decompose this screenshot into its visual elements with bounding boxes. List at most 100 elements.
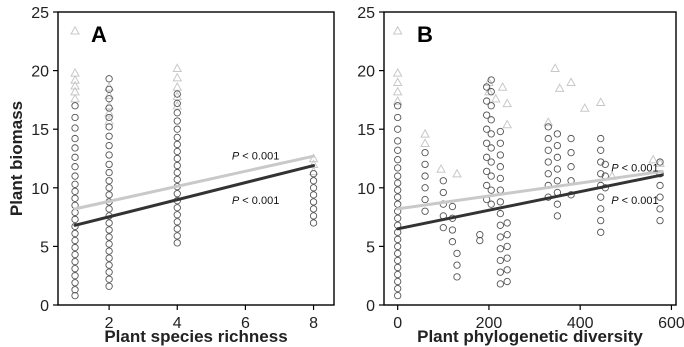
data-point-triangle [392, 77, 403, 87]
data-point-triangle [70, 80, 80, 90]
y-axis-label: Plant biomass [7, 101, 26, 216]
data-point-circle [394, 291, 402, 300]
data-point-circle [394, 214, 402, 222]
data-point-circle [309, 191, 318, 199]
fit-line [396, 173, 664, 231]
data-point-circle [71, 144, 79, 152]
data-point-triangle [70, 93, 80, 103]
data-point-circle [105, 160, 113, 169]
y-tick-label: 25 [357, 5, 375, 22]
data-point-triangle [554, 83, 565, 92]
data-point-circle [503, 266, 511, 274]
data-point-circle [496, 186, 504, 194]
data-point-circle [394, 249, 402, 258]
data-point-circle [394, 235, 402, 244]
y-tick-label: 5 [40, 239, 49, 256]
data-point-circle [105, 151, 113, 159]
data-point-triangle [172, 72, 183, 82]
plot-frame [383, 11, 677, 306]
data-point-circle [567, 134, 575, 143]
data-point-circle [483, 125, 491, 133]
data-point-circle [394, 113, 402, 122]
data-point-circle [553, 212, 562, 220]
y-tick-label: 15 [357, 122, 375, 139]
data-point-circle [394, 270, 402, 279]
data-point-circle [105, 113, 113, 122]
series-circle [71, 75, 318, 300]
data-point-circle [173, 109, 181, 117]
data-point-circle [394, 277, 402, 286]
data-point-triangle [420, 128, 430, 138]
data-point-circle [173, 175, 181, 184]
data-point-circle [496, 221, 504, 229]
data-point-circle [71, 215, 79, 224]
data-point-circle [309, 170, 318, 178]
panel-label: A [91, 22, 107, 47]
data-point-circle [483, 97, 491, 105]
data-point-circle [597, 193, 605, 201]
data-point-circle [496, 256, 504, 265]
data-point-circle [173, 239, 181, 247]
data-point-triangle [452, 168, 462, 178]
data-point-circle [394, 146, 402, 154]
data-point-triangle [543, 117, 554, 126]
data-point-circle [421, 160, 429, 169]
data-point-circle [71, 124, 79, 132]
data-point-circle [173, 90, 181, 98]
data-point-circle [656, 158, 664, 166]
y-tick-label: 0 [366, 298, 375, 315]
data-point-circle [173, 204, 181, 212]
data-point-circle [71, 291, 79, 300]
data-point-circle [105, 191, 113, 199]
data-point-circle [567, 163, 575, 171]
data-point-circle [105, 261, 113, 269]
data-point-circle [71, 243, 79, 252]
data-point-triangle [550, 63, 560, 72]
series-circle [394, 76, 664, 300]
data-point-triangle [70, 74, 80, 84]
data-point-circle [394, 164, 402, 172]
data-point-circle [597, 228, 605, 236]
data-point-circle [71, 163, 79, 171]
data-point-circle [544, 123, 552, 131]
data-point-circle [105, 95, 113, 103]
data-point-circle [71, 222, 79, 231]
data-point-circle [496, 233, 504, 241]
data-point-circle [105, 254, 113, 262]
data-point-triangle [392, 67, 403, 77]
data-point-circle [394, 263, 402, 272]
data-point-circle [71, 250, 79, 259]
data-point-triangle [172, 100, 183, 110]
data-point-circle [71, 272, 79, 280]
data-point-circle [105, 168, 113, 177]
data-point-circle [105, 282, 113, 290]
data-point-circle [487, 76, 495, 84]
data-point-circle [394, 193, 402, 201]
data-point-circle [394, 102, 402, 110]
data-point-circle [105, 219, 113, 227]
data-point-circle [496, 280, 504, 288]
data-point-circle [105, 233, 113, 241]
data-point-circle [173, 168, 181, 177]
data-point-circle [71, 187, 79, 195]
data-point-circle [496, 245, 504, 253]
data-point-circle [105, 184, 113, 192]
y-tick-label: 25 [31, 5, 49, 22]
y-tick-label: 5 [366, 239, 375, 256]
data-point-circle [544, 158, 552, 166]
data-point-circle [173, 161, 181, 170]
data-point-circle [71, 257, 79, 266]
data-point-circle [71, 236, 79, 245]
data-point-circle [448, 238, 457, 246]
series-triangle [70, 25, 319, 176]
data-point-circle [71, 180, 79, 188]
data-point-triangle [172, 91, 183, 101]
data-point-circle [448, 226, 457, 234]
data-point-circle [309, 219, 318, 227]
data-point-circle [487, 172, 495, 180]
data-point-circle [394, 125, 402, 133]
data-point-triangle [655, 158, 665, 167]
p-value-annotation: P < 0.001 [232, 195, 279, 207]
data-point-circle [71, 153, 79, 161]
